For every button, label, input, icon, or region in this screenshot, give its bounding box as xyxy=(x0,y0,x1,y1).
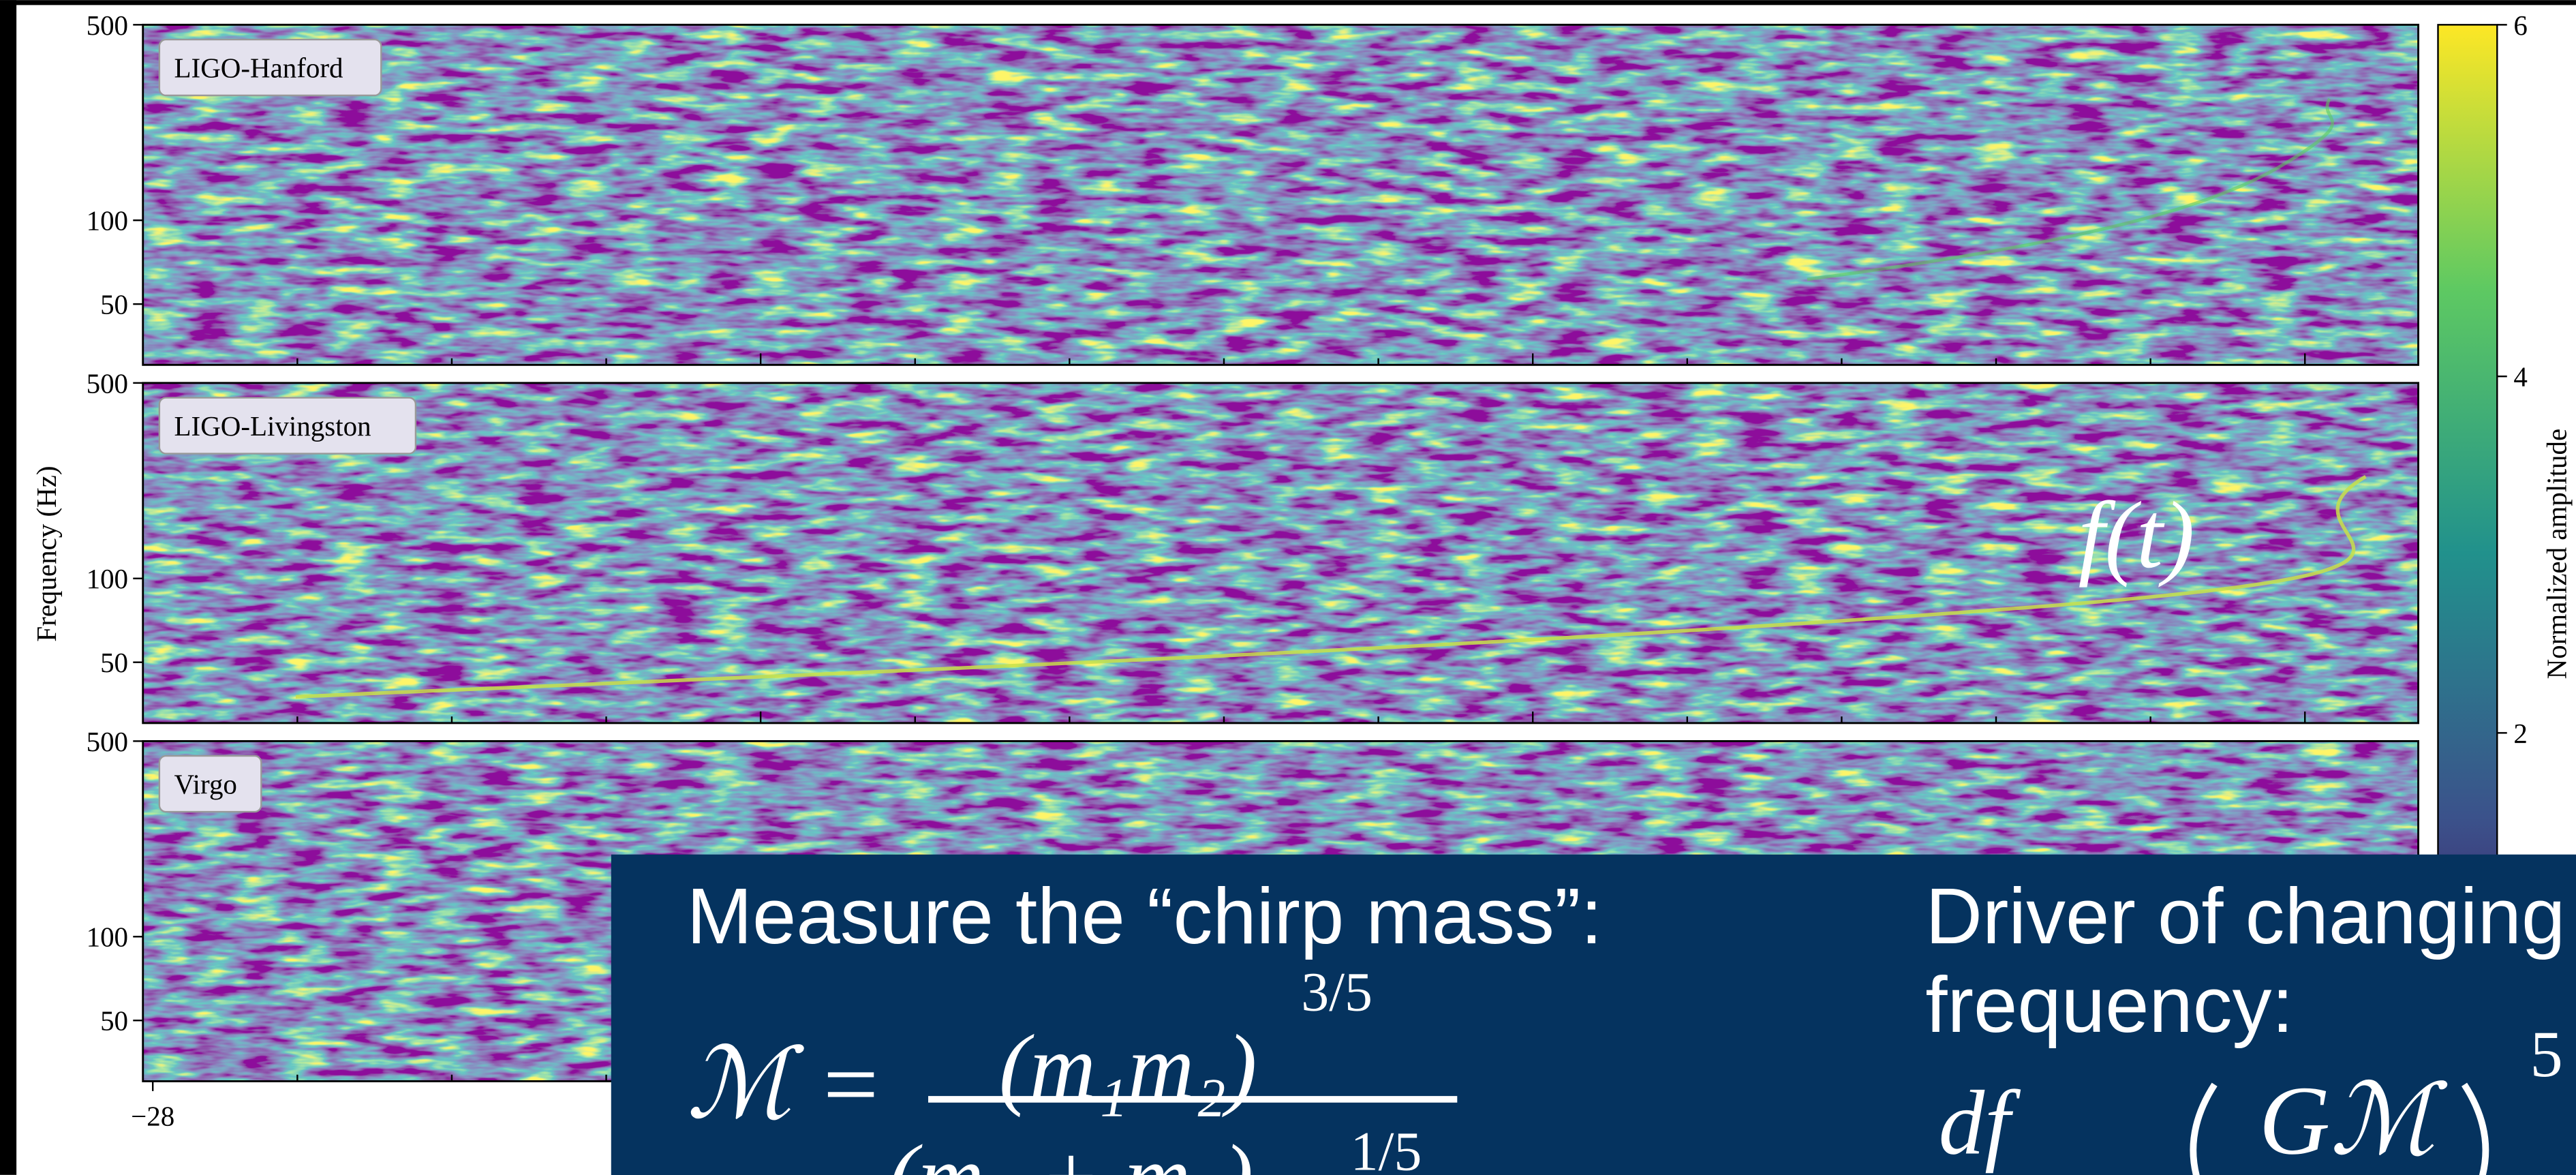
paren xyxy=(2190,1082,2218,1175)
spectrogram xyxy=(142,25,2419,365)
right-heading: frequency: xyxy=(1925,960,2293,1049)
left-heading: Measure the “chirp mass”: xyxy=(687,872,1603,960)
paren xyxy=(2462,1082,2489,1175)
formula-exponent: 3/5 xyxy=(1301,961,1373,1023)
top-edge xyxy=(0,0,2576,5)
colorbar-tick-label: 2 xyxy=(2513,718,2527,749)
panel-label-box xyxy=(158,397,417,455)
annotation: f(t) xyxy=(2079,483,2195,588)
fraction-bar xyxy=(928,1096,1458,1103)
y-tick-label: 50 xyxy=(100,647,128,678)
panel-frame xyxy=(142,23,2420,366)
left-edge xyxy=(0,0,17,1175)
colorbar-tick-label: 4 xyxy=(2513,361,2527,393)
formula-lhs: df xyxy=(1939,1072,2022,1174)
panel-label: Virgo xyxy=(174,769,237,800)
formula-exponent: 5 xyxy=(2530,1018,2563,1090)
formula-lhs: ℳ = xyxy=(687,1030,883,1139)
y-tick-label: 50 xyxy=(100,289,128,320)
y-tick-label: 500 xyxy=(87,10,128,41)
y-axis-label: Frequency (Hz) xyxy=(31,466,62,641)
panel-label-box xyxy=(158,38,382,97)
formula-numerator: (m₁m₂) xyxy=(999,1017,1257,1118)
y-tick-label: 500 xyxy=(87,367,128,399)
colorbar-tick-label: 6 xyxy=(2513,10,2527,41)
formula-denominator: (m₁ + m₂) xyxy=(887,1127,1253,1175)
chirp-track xyxy=(295,474,2367,699)
colorbar-label: Normalized amplitude xyxy=(2541,429,2573,679)
right-heading: Driver of changing xyxy=(1925,872,2565,960)
spectrogram xyxy=(142,382,2419,723)
panel-label-box xyxy=(158,754,262,813)
x-tick-label: −28 xyxy=(131,1101,174,1132)
overlay-box xyxy=(611,854,2576,1175)
formula-exponent: 1/5 xyxy=(1351,1120,1422,1175)
y-tick-label: 100 xyxy=(87,563,128,594)
y-tick-label: 50 xyxy=(100,1005,128,1037)
panel-label: LIGO-Hanford xyxy=(174,52,343,83)
y-tick-label: 100 xyxy=(87,205,128,236)
chirp-track xyxy=(1807,97,2335,281)
formula-inner: Gℳ xyxy=(2259,1066,2448,1175)
y-tick-label: 100 xyxy=(87,921,128,953)
panel-label: LIGO-Livingston xyxy=(174,410,371,442)
panel-frame xyxy=(142,382,2420,724)
y-tick-label: 500 xyxy=(87,726,128,757)
